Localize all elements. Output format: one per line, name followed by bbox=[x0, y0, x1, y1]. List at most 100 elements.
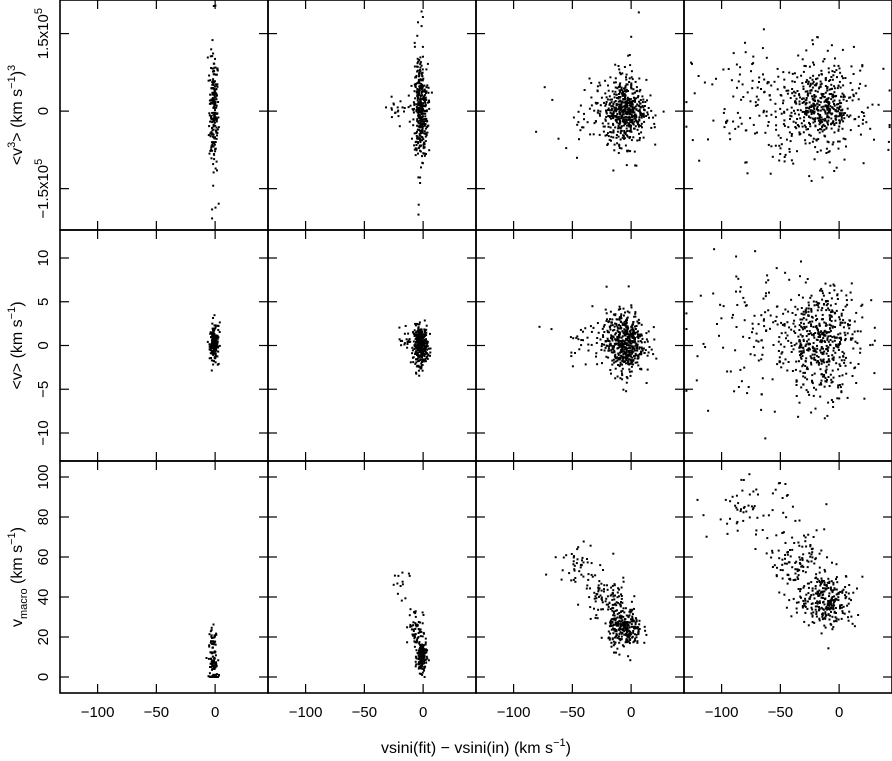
data-point bbox=[662, 110, 665, 113]
data-point bbox=[610, 135, 613, 138]
data-point bbox=[609, 328, 612, 331]
data-point bbox=[615, 134, 618, 136]
data-point bbox=[607, 84, 609, 87]
data-point bbox=[823, 340, 826, 342]
data-point bbox=[619, 351, 622, 354]
data-point bbox=[795, 360, 798, 363]
data-point bbox=[414, 627, 417, 630]
data-point bbox=[412, 118, 415, 121]
data-point bbox=[608, 116, 611, 119]
data-point bbox=[620, 351, 623, 353]
data-point bbox=[626, 335, 629, 338]
data-point bbox=[630, 328, 633, 331]
data-point bbox=[825, 147, 828, 150]
data-point bbox=[636, 357, 639, 360]
data-point bbox=[807, 82, 810, 85]
data-point bbox=[819, 121, 822, 123]
data-point bbox=[616, 647, 619, 650]
data-point bbox=[215, 632, 218, 635]
data-point bbox=[624, 85, 627, 88]
data-point bbox=[812, 137, 815, 140]
data-point bbox=[424, 651, 427, 654]
panel-frame-r2-c2 bbox=[475, 460, 685, 694]
data-point bbox=[210, 336, 212, 339]
data-point bbox=[572, 560, 575, 563]
data-point bbox=[622, 353, 625, 356]
data-point bbox=[614, 119, 617, 121]
data-point bbox=[690, 61, 693, 64]
data-point bbox=[626, 633, 629, 636]
data-point bbox=[621, 363, 624, 366]
data-point bbox=[598, 81, 601, 84]
data-point bbox=[210, 146, 213, 149]
data-point bbox=[761, 529, 764, 531]
data-point bbox=[628, 99, 631, 102]
data-point bbox=[640, 114, 643, 117]
data-point bbox=[768, 94, 771, 97]
data-point bbox=[839, 591, 842, 593]
data-point bbox=[621, 100, 624, 103]
data-point bbox=[609, 126, 612, 129]
data-point bbox=[823, 134, 826, 137]
data-point bbox=[604, 346, 607, 349]
data-point bbox=[781, 497, 784, 499]
data-point bbox=[634, 115, 637, 118]
data-point bbox=[418, 650, 420, 652]
data-point bbox=[404, 325, 407, 327]
data-point bbox=[806, 349, 809, 351]
data-point bbox=[420, 366, 423, 368]
data-point bbox=[734, 504, 737, 507]
data-point bbox=[803, 124, 806, 127]
data-point bbox=[815, 613, 818, 615]
data-point bbox=[829, 602, 832, 605]
data-point bbox=[212, 330, 215, 332]
data-point bbox=[829, 284, 832, 287]
data-point bbox=[810, 111, 813, 114]
data-point bbox=[625, 376, 628, 378]
data-point bbox=[629, 128, 632, 131]
data-point bbox=[801, 296, 804, 299]
data-point bbox=[408, 341, 411, 343]
data-point bbox=[818, 600, 821, 603]
data-point bbox=[820, 69, 823, 72]
data-point bbox=[212, 363, 215, 366]
data-point bbox=[803, 602, 805, 605]
data-point bbox=[814, 124, 817, 127]
data-point bbox=[598, 112, 601, 115]
data-point bbox=[851, 375, 854, 377]
data-point bbox=[209, 102, 212, 105]
data-point bbox=[428, 347, 430, 350]
data-point bbox=[615, 630, 618, 633]
data-point bbox=[423, 118, 426, 121]
data-point bbox=[214, 136, 216, 139]
data-point bbox=[217, 116, 220, 119]
data-point bbox=[849, 361, 852, 364]
data-point bbox=[798, 519, 801, 522]
data-point bbox=[634, 80, 637, 83]
data-point bbox=[786, 582, 789, 585]
data-point bbox=[609, 131, 612, 133]
data-point bbox=[786, 573, 789, 576]
data-point bbox=[802, 100, 805, 103]
data-point bbox=[712, 119, 715, 122]
data-point bbox=[751, 79, 754, 82]
data-point bbox=[415, 132, 418, 134]
data-point bbox=[824, 626, 827, 629]
data-point bbox=[781, 532, 784, 534]
data-point bbox=[632, 109, 635, 111]
data-point bbox=[643, 641, 646, 644]
data-point bbox=[840, 102, 843, 105]
data-point bbox=[213, 341, 216, 344]
data-point bbox=[783, 156, 786, 158]
data-point bbox=[215, 665, 218, 668]
data-point bbox=[617, 100, 620, 103]
data-point bbox=[831, 336, 834, 339]
data-point bbox=[608, 331, 610, 334]
data-point bbox=[783, 593, 786, 596]
data-point bbox=[749, 117, 752, 120]
data-point bbox=[623, 626, 626, 629]
data-point bbox=[417, 176, 420, 179]
data-point bbox=[593, 607, 595, 610]
data-point bbox=[424, 109, 426, 112]
data-point bbox=[767, 121, 770, 123]
